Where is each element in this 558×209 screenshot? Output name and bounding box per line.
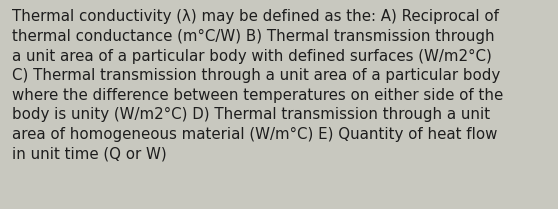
- Text: Thermal conductivity (λ) may be defined as the: A) Reciprocal of
thermal conduct: Thermal conductivity (λ) may be defined …: [12, 9, 503, 161]
